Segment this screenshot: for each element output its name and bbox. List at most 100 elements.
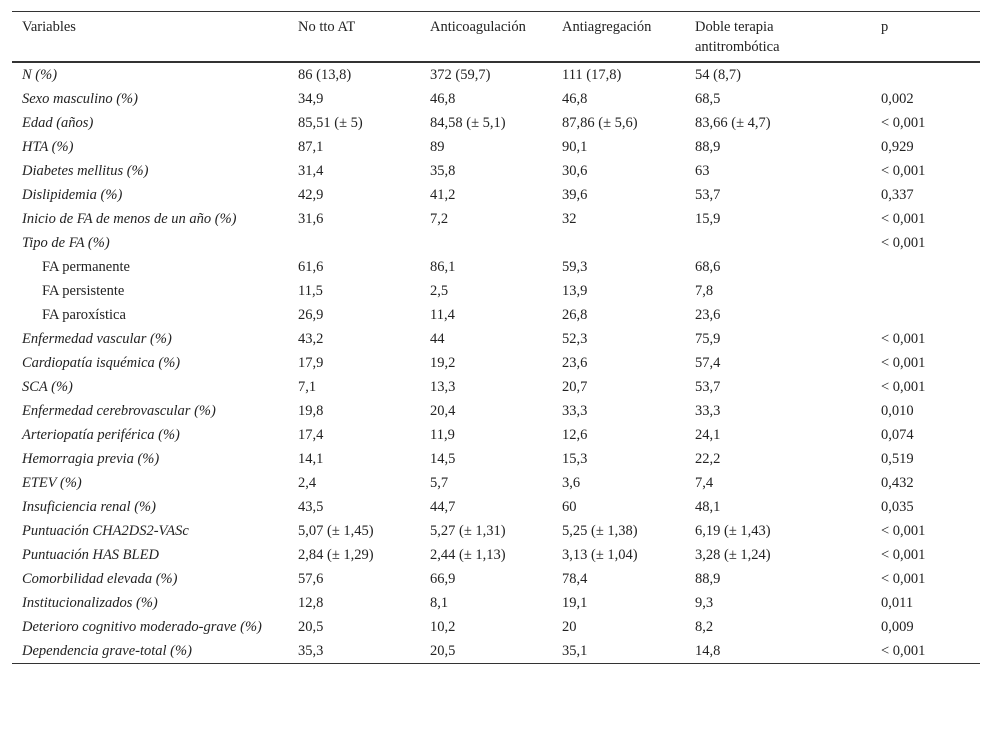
value-cell: < 0,001	[881, 355, 926, 371]
variable-cell: Sexo masculino (%)	[22, 91, 138, 107]
variable-cell: FA persistente	[42, 283, 125, 299]
value-cell: < 0,001	[881, 163, 926, 179]
header-cell: Variables	[12, 11, 288, 63]
table-row: Sexo masculino (%) 34,9 46,8 46,8 68,5 0,002	[12, 87, 980, 111]
value-cell: < 0,001	[881, 115, 926, 131]
table-row: Hemorragia previa (%) 14,1 14,5 15,3 22,2 0,5…	[12, 447, 980, 471]
value-cell	[420, 231, 552, 255]
value-cell: 0,009	[881, 619, 914, 635]
value-cell: 0,010	[881, 403, 914, 419]
table-row: Tipo de FA (%) < 0,001	[12, 231, 980, 255]
table-row: Puntuación HAS BLED 2,84 (± 1,29) 2,44 (± …	[12, 543, 980, 567]
value-cell: 5,07 (± 1,45)	[298, 523, 374, 539]
value-cell: 3,13 (± 1,04)	[562, 547, 638, 563]
value-cell: 12,8	[298, 595, 324, 611]
value-cell: 35,1	[552, 639, 685, 664]
value-cell: 2,44 (± 1,13)	[430, 547, 506, 563]
value-cell: 2,4	[298, 475, 317, 491]
value-cell: 111 (17,8)	[562, 67, 622, 83]
value-cell: 3,6	[562, 475, 581, 491]
value-cell: 0,337	[881, 187, 914, 203]
value-cell: 42,9	[298, 187, 324, 203]
header-cell: Antiagregación	[552, 11, 685, 63]
table-row: Diabetes mellitus (%) 31,4 35,8 30,6 63 < 0,0…	[12, 159, 980, 183]
value-cell: 34,9	[298, 91, 324, 107]
value-cell: 8,1	[430, 595, 449, 611]
value-cell: 20,5	[420, 639, 552, 664]
table-row: Puntuación CHA2DS2-VASc 5,07 (± 1,45) 5,27…	[12, 519, 980, 543]
value-cell: 10,2	[430, 619, 456, 635]
value-cell: < 0,001	[881, 235, 926, 251]
value-cell: 20,7	[562, 379, 588, 395]
table-row: Deterioro cognitivo moderado-grave (%) 20…	[12, 615, 980, 639]
value-cell: 35,3	[288, 639, 420, 664]
value-cell: 5,25 (± 1,38)	[562, 523, 638, 539]
value-cell: 14,1	[298, 451, 324, 467]
variable-cell: Tipo de FA (%)	[22, 235, 110, 251]
value-cell: 23,6	[695, 307, 721, 323]
table-row: Insuficiencia renal (%) 43,5 44,7 60 48,1 0,0…	[12, 495, 980, 519]
value-cell: 43,2	[298, 331, 324, 347]
value-cell: 66,9	[430, 571, 456, 587]
value-cell: 12,6	[562, 427, 588, 443]
variable-cell: Dislipidemia (%)	[22, 187, 123, 203]
value-cell: 68,6	[695, 259, 721, 275]
value-cell: 31,4	[298, 163, 324, 179]
value-cell: < 0,001	[881, 331, 926, 347]
value-cell: 60	[562, 499, 577, 515]
value-cell: 13,3	[430, 379, 456, 395]
value-cell: 9,3	[695, 595, 714, 611]
value-cell: 86 (13,8)	[298, 67, 352, 83]
value-cell: 26,8	[562, 307, 588, 323]
sub-row: FA persistente 11,5 2,5 13,9 7,8	[12, 279, 980, 303]
value-cell: 53,7	[695, 379, 721, 395]
variable-cell: N (%)	[22, 67, 58, 83]
table-row: Comorbilidad elevada (%) 57,6 66,9 78,4 88,9…	[12, 567, 980, 591]
variable-cell: Cardiopatía isquémica (%)	[22, 355, 181, 371]
value-cell: 11,5	[298, 283, 323, 299]
variable-cell: Puntuación HAS BLED	[22, 547, 159, 563]
value-cell: 86,1	[430, 259, 456, 275]
value-cell: 14,5	[430, 451, 456, 467]
sub-row: FA permanente 61,6 86,1 59,3 68,6	[12, 255, 980, 279]
header-cell: p	[871, 11, 980, 63]
value-cell: 90,1	[562, 139, 588, 155]
table-row: Inicio de FA de menos de un año (%) 31,6 7…	[12, 207, 980, 231]
value-cell	[871, 255, 980, 279]
header-row: Variables No tto AT Anticoagulación Antiagr…	[12, 11, 980, 63]
value-cell: 78,4	[562, 571, 588, 587]
table-row: Dislipidemia (%) 42,9 41,2 39,6 53,7 0,337	[12, 183, 980, 207]
value-cell: 5,27 (± 1,31)	[430, 523, 506, 539]
variable-cell: Edad (años)	[22, 115, 94, 131]
table-row: ETEV (%) 2,4 5,7 3,6 7,4 0,432	[12, 471, 980, 495]
value-cell: 52,3	[562, 331, 588, 347]
value-cell: 20,4	[430, 403, 456, 419]
variable-cell: FA permanente	[42, 259, 130, 275]
variable-cell: Comorbilidad elevada (%)	[22, 571, 178, 587]
value-cell	[288, 231, 420, 255]
value-cell: 88,9	[695, 571, 721, 587]
value-cell: 0,035	[881, 499, 914, 515]
variable-cell: FA paroxística	[42, 307, 126, 323]
value-cell: 57,6	[298, 571, 324, 587]
value-cell	[552, 231, 685, 255]
variable-cell: ETEV (%)	[22, 475, 82, 491]
value-cell: 0,002	[881, 91, 914, 107]
value-cell: 15,3	[562, 451, 588, 467]
sub-row: FA paroxística 26,9 11,4 26,8 23,6	[12, 303, 980, 327]
value-cell: 43,5	[298, 499, 324, 515]
table-body: N (%) 86 (13,8) 372 (59,7) 111 (17,8) 54 (8,…	[12, 62, 980, 664]
value-cell: 39,6	[562, 187, 588, 203]
table-row: Edad (años) 85,51 (± 5) 84,58 (± 5,1) 87,86…	[12, 111, 980, 135]
value-cell: 24,1	[695, 427, 721, 443]
value-cell: 88,9	[695, 139, 721, 155]
value-cell: < 0,001	[881, 211, 926, 227]
header-cell: No tto AT	[288, 11, 420, 63]
value-cell: 2,5	[430, 283, 449, 299]
value-cell: 17,9	[298, 355, 324, 371]
value-cell: 19,8	[298, 403, 324, 419]
value-cell: 35,8	[430, 163, 456, 179]
value-cell: 7,1	[298, 379, 317, 395]
value-cell: 46,8	[562, 91, 588, 107]
